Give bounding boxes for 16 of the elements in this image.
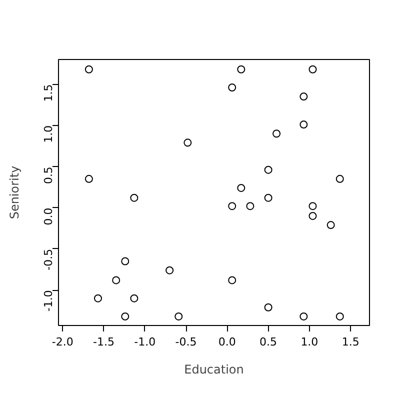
x-tick-label: 1.0 [300, 336, 318, 348]
y-axis-title: Seniority [8, 166, 22, 220]
y-tick-label: 0.0 [42, 208, 55, 226]
x-tick-label: -2.0 [52, 336, 74, 348]
x-tick-label: 0.5 [260, 336, 278, 348]
x-axis-title: Education [184, 362, 244, 376]
y-tick-label: 0.5 [42, 166, 55, 184]
y-tick-label: 1.0 [42, 125, 55, 143]
x-tick-label: -0.5 [175, 336, 197, 348]
x-tick-label: 1.5 [342, 336, 360, 348]
x-tick-label: 0.0 [218, 336, 236, 348]
x-tick-label: -1.0 [134, 336, 156, 348]
y-tick-label: -0.5 [42, 248, 55, 270]
x-tick-label: -1.5 [93, 336, 114, 348]
y-tick-label: 1.5 [42, 84, 55, 102]
y-tick-label: -1.0 [42, 290, 55, 312]
